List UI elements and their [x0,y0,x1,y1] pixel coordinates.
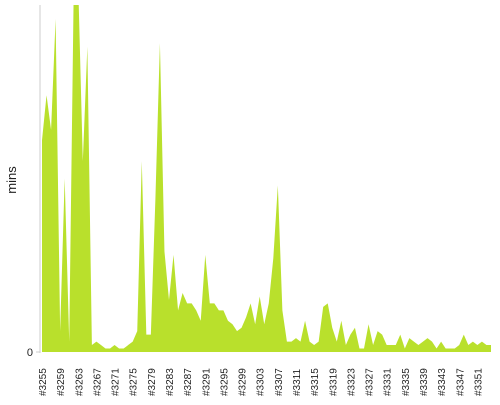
x-tick-label: #3279 [147,368,158,396]
x-tick-label: #3295 [219,368,230,396]
x-tick-label: #3303 [256,368,267,396]
x-tick-label: #3267 [92,368,103,396]
x-tick-label: #3351 [473,368,484,396]
x-tick-label: #3291 [201,368,212,396]
x-tick-label: #3319 [328,368,339,396]
x-tick-label: #3307 [274,368,285,396]
x-tick-label: #3327 [365,368,376,396]
x-tick-label: #3323 [346,368,357,396]
x-tick-label: #3283 [165,368,176,396]
x-tick-label: #3259 [56,368,67,396]
x-tick-label: #3299 [238,368,249,396]
y-axis-label: mins [4,166,19,194]
x-tick-label: #3263 [74,368,85,396]
x-tick-label: #3287 [183,368,194,396]
x-tick-label: #3347 [455,368,466,396]
area [42,5,491,352]
x-tick-label: #3331 [383,368,394,396]
x-tick-label: #3343 [437,368,448,396]
y-tick-label: 0 [27,347,33,359]
x-tick-label: #3275 [129,368,140,396]
x-tick-label: #3255 [38,368,49,396]
x-tick-label: #3339 [419,368,430,396]
x-tick-label: #3315 [310,368,321,396]
x-tick-label: #3271 [111,368,122,396]
x-tick-label: #3311 [292,368,303,396]
x-tick-label: #3335 [401,368,412,396]
